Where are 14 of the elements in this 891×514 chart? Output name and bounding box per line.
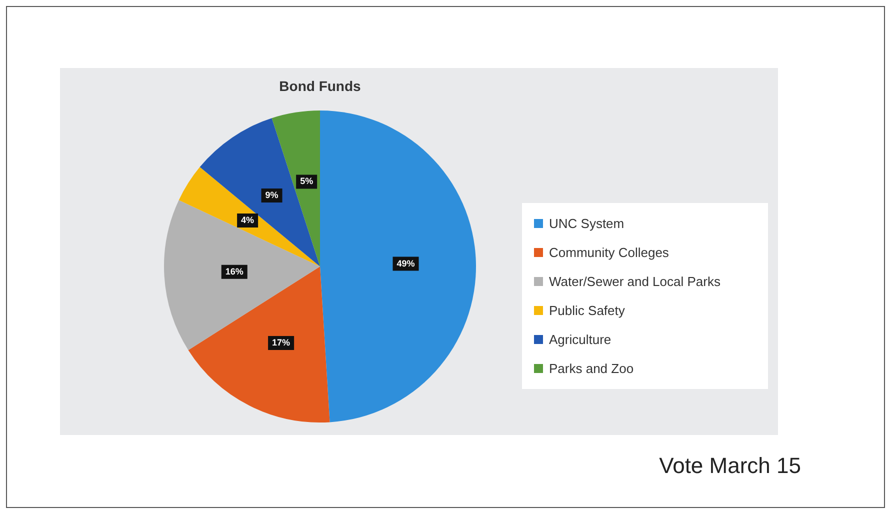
chart-title: Bond Funds	[278, 78, 362, 94]
legend-label: Parks and Zoo	[549, 361, 634, 376]
legend-label: UNC System	[549, 216, 624, 231]
text: Vote March 15	[659, 453, 801, 479]
data-label: 5%	[300, 176, 314, 186]
data-label: 17%	[272, 337, 290, 348]
data-label: 4%	[241, 215, 254, 226]
legend-label: Water/Sewer and Local Parks	[549, 274, 720, 289]
data-label: 9%	[265, 190, 278, 200]
legend-label: Agriculture	[549, 332, 612, 347]
legend-label: Community Colleges	[549, 245, 669, 260]
legend-label: Public Safety	[549, 303, 625, 318]
data-label: 16%	[225, 266, 244, 276]
data-label: 49%	[396, 258, 415, 268]
